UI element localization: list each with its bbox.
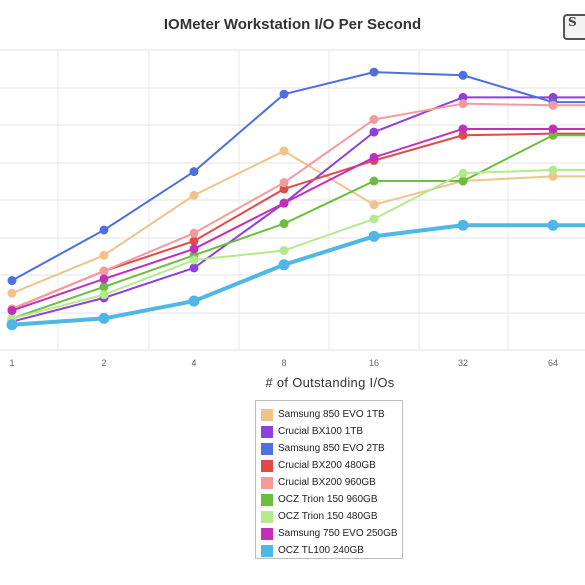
site-logo-letter: S — [568, 15, 577, 29]
data-point — [99, 250, 109, 260]
legend-label: Samsung 750 EVO 250GB — [278, 528, 398, 539]
legend-label: Crucial BX200 960GB — [278, 477, 376, 488]
legend-item: OCZ Trion 150 480GB — [261, 508, 402, 525]
data-point — [369, 67, 379, 77]
x-tick-label: 64 — [548, 358, 558, 368]
x-axis-label: # of Outstanding I/Os — [265, 375, 395, 390]
legend-swatch — [261, 544, 273, 557]
x-tick-label: 1 — [9, 358, 14, 368]
legend-item: Crucial BX200 480GB — [261, 457, 402, 474]
legend-swatch — [261, 459, 273, 472]
data-point — [189, 263, 199, 273]
data-point — [369, 176, 379, 186]
data-point — [279, 89, 289, 99]
data-point — [6, 319, 18, 331]
legend-label: OCZ Trion 150 960GB — [278, 494, 378, 505]
legend-label: Samsung 850 EVO 2TB — [278, 443, 385, 454]
data-point — [189, 228, 199, 238]
series-line — [11, 127, 585, 312]
data-point — [369, 200, 379, 210]
data-point — [458, 70, 468, 80]
series-line — [11, 150, 585, 295]
data-point — [189, 244, 199, 254]
data-point — [189, 255, 199, 265]
data-point — [189, 190, 199, 200]
data-point — [189, 167, 199, 177]
legend-item: OCZ TL100 240GB — [261, 542, 402, 559]
data-point — [278, 259, 290, 271]
series-line — [11, 71, 585, 282]
legend-swatch — [261, 476, 273, 489]
x-tick-label: 4 — [191, 358, 196, 368]
legend-item: Samsung 850 EVO 1TB — [261, 406, 402, 423]
data-point — [458, 124, 468, 134]
site-logo: S — [563, 14, 585, 40]
data-point — [7, 288, 17, 298]
legend-label: Crucial BX200 480GB — [278, 460, 376, 471]
data-point — [279, 146, 289, 156]
series-line — [11, 102, 585, 310]
data-point — [369, 127, 379, 137]
legend-item: Samsung 750 EVO 250GB — [261, 525, 402, 542]
legend-label: Crucial BX100 1TB — [278, 426, 364, 437]
data-point — [548, 100, 558, 110]
data-point — [99, 274, 109, 284]
data-point — [458, 176, 468, 186]
data-point — [369, 214, 379, 224]
data-point — [458, 168, 468, 178]
series-line — [10, 223, 585, 327]
series-line — [11, 134, 585, 320]
legend-swatch — [261, 493, 273, 506]
chart-legend: Samsung 850 EVO 1TB Crucial BX100 1TB Sams… — [255, 400, 403, 559]
data-point — [7, 306, 17, 316]
data-point — [548, 124, 558, 134]
x-tick-label: 2 — [101, 358, 106, 368]
legend-item: Crucial BX200 960GB — [261, 474, 402, 491]
legend-item: Samsung 850 EVO 2TB — [261, 440, 402, 457]
data-point — [279, 198, 289, 208]
legend-swatch — [261, 510, 273, 523]
legend-item: Crucial BX100 1TB — [261, 423, 402, 440]
legend-swatch — [261, 408, 273, 421]
data-point — [99, 290, 109, 300]
data-point — [99, 225, 109, 235]
data-point — [548, 165, 558, 175]
x-tick-label: 16 — [369, 358, 379, 368]
data-point — [99, 266, 109, 276]
series-line — [11, 169, 585, 320]
data-point — [547, 219, 559, 231]
chart-title: IOMeter Workstation I/O Per Second — [163, 16, 422, 33]
legend-label: OCZ Trion 150 480GB — [278, 511, 378, 522]
data-point — [369, 114, 379, 124]
legend-label: OCZ TL100 240GB — [278, 545, 364, 556]
legend-swatch — [261, 442, 273, 455]
legend-label: Samsung 850 EVO 1TB — [278, 409, 385, 420]
data-point — [99, 282, 109, 292]
data-point — [188, 295, 200, 307]
data-point — [368, 230, 380, 242]
data-point — [279, 219, 289, 229]
legend-swatch — [261, 527, 273, 540]
data-point — [7, 276, 17, 286]
legend-swatch — [261, 425, 273, 438]
data-point — [189, 236, 199, 246]
data-point — [279, 246, 289, 256]
data-point — [457, 219, 469, 231]
x-tick-label: 8 — [281, 358, 286, 368]
series-line — [11, 132, 585, 310]
data-point — [458, 99, 468, 109]
legend-item: OCZ Trion 150 960GB — [261, 491, 402, 508]
data-point — [279, 178, 289, 188]
data-point — [98, 312, 110, 324]
x-tick-label: 32 — [458, 358, 468, 368]
data-point — [369, 152, 379, 162]
